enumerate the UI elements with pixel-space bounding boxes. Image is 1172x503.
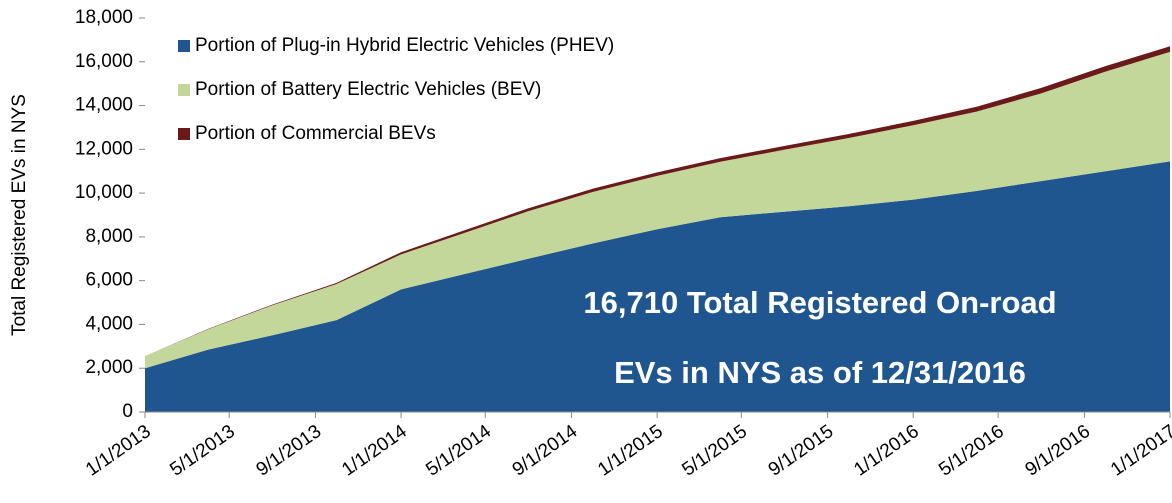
- legend-swatch: [178, 40, 190, 52]
- x-tick-label: 1/1/2014: [338, 421, 411, 481]
- y-tick-label: 4,000: [85, 313, 133, 334]
- x-tick-label: 1/1/2013: [82, 421, 155, 481]
- area: [145, 46, 1170, 357]
- y-tick-label: 0: [122, 401, 133, 422]
- legend-label: Portion of Battery Electric Vehicles (BE…: [195, 79, 541, 100]
- x-tick-label: 9/1/2013: [253, 421, 326, 481]
- legend-label: Portion of Plug-in Hybrid Electric Vehic…: [195, 35, 614, 56]
- annotation: EVs in NYS as of 12/31/2016: [614, 355, 1026, 390]
- y-tick-label: 8,000: [85, 226, 133, 247]
- x-tick-label: 1/1/2016: [850, 421, 923, 481]
- area: [145, 51, 1170, 369]
- x-tick-label: 1/1/2017: [1107, 421, 1172, 481]
- x-tick-label: 9/1/2015: [765, 421, 838, 481]
- y-tick-label: 16,000: [75, 51, 133, 72]
- area: [145, 161, 1170, 412]
- x-tick-label: 9/1/2014: [509, 421, 582, 481]
- legend-label: Portion of Commercial BEVs: [195, 123, 436, 144]
- x-tick-label: 9/1/2016: [1022, 421, 1095, 481]
- x-tick-label: 5/1/2014: [422, 421, 495, 481]
- y-tick-label: 6,000: [85, 270, 133, 291]
- legend-swatch: [178, 128, 190, 140]
- x-tick-label: 5/1/2013: [166, 421, 239, 481]
- y-tick-label: 18,000: [75, 7, 133, 28]
- y-axis-label: Total Registered EVs in NYS: [9, 94, 30, 336]
- y-tick-label: 14,000: [75, 95, 133, 116]
- annotation: 16,710 Total Registered On-road: [583, 285, 1056, 320]
- x-tick-label: 5/1/2016: [935, 421, 1008, 481]
- y-tick-label: 2,000: [85, 357, 133, 378]
- y-tick-label: 12,000: [75, 138, 133, 159]
- legend-swatch: [178, 84, 190, 96]
- x-tick-label: 1/1/2015: [594, 421, 667, 481]
- areas: [145, 46, 1170, 412]
- y-tick-label: 10,000: [75, 182, 133, 203]
- x-tick-label: 5/1/2015: [678, 421, 751, 481]
